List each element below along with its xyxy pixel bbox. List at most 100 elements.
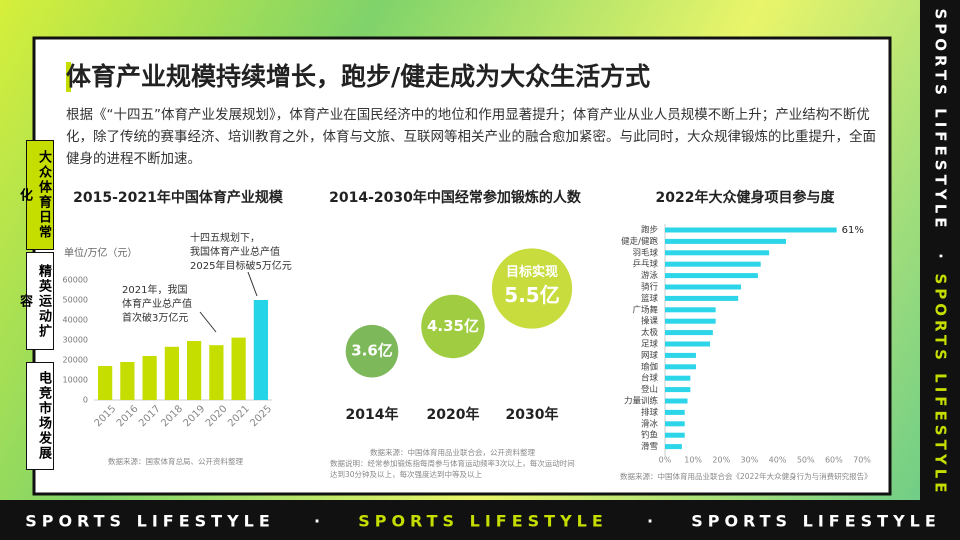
bar [98,366,113,400]
x-tick-label: 10% [684,456,702,465]
y-tick-label: 0 [83,396,88,405]
bar [231,337,246,400]
banner-text: SPORTS LIFESTYLE [25,512,275,531]
bar [665,250,770,256]
x-tick-label: 2030年 [506,406,559,423]
source-note: 数据说明：经常参加锻炼指每周参与体育运动频率3次以上，每次运动时间 [330,458,575,468]
value-label: 61% [842,225,864,236]
bar [665,330,713,336]
intro-text: 根据《“十四五”体育产业发展规划》，体育产业在国民经济中的地位和作用显著提升；体… [66,107,876,167]
page-title: 体育产业规模持续增长，跑步/健走成为大众生活方式 [66,62,650,91]
bar [665,444,682,450]
bar [142,356,157,400]
bar [665,364,696,370]
leader-line [199,311,217,333]
chart-title: 2022年大众健身项目参与度 [656,189,836,206]
y-tick-label: 滑雪 [641,441,658,452]
x-tick-label: 30% [741,456,759,465]
y-tick-label: 篮球 [641,293,659,304]
annotation: 目标实现 [506,264,558,280]
value-label: 5.5亿 [504,283,559,307]
annotation: 2025年目标破5万亿元 [190,259,292,272]
x-tick-label: 50% [797,456,815,465]
annotation: 首次破3万亿元 [122,311,188,324]
banner-text: SPORTS LIFESTYLE [932,8,950,231]
banner-separator: · [314,512,320,531]
x-tick-label: 40% [769,456,787,465]
bar [665,318,716,324]
bar [665,421,685,427]
y-tick-label: 台球 [641,373,659,384]
source-note: 数据来源：中国体育用品业联合会《2022年大众健身行为与消费研究报告》 [620,471,872,481]
annotation: 我国体育产业总产值 [190,245,280,258]
y-tick-label: 游泳 [641,270,659,281]
chart-title: 2015-2021年中国体育产业规模 [73,189,284,206]
bar [187,341,202,400]
y-tick-label: 太极 [641,327,659,338]
y-tick-label: 操课 [641,316,659,327]
y-tick-label: 跑步 [641,225,658,236]
y-tick-label: 50000 [63,296,88,305]
x-tick-label: 70% [853,456,871,465]
bar [665,295,739,301]
bubble [345,324,399,378]
chart-title: 2014-2030年中国经常参加锻炼的人数 [329,189,582,206]
banner-separator: · [932,253,950,263]
y-tick-label: 网球 [641,350,659,361]
y-tick-label: 健走/健跑 [621,236,658,247]
x-tick-label: 2014年 [346,406,399,423]
bar [665,284,741,290]
bar [665,227,837,233]
bar [665,409,685,415]
right-strip [920,0,960,500]
bar [665,307,716,313]
title-accent [66,62,71,92]
y-tick-label: 足球 [641,339,659,350]
bubble [491,248,573,329]
side-tab[interactable]: 精英运动扩容 [17,252,54,350]
value-label: 4.35亿 [427,317,479,335]
y-tick-label: 登山 [641,384,658,395]
y-tick-label: 瑜伽 [641,361,658,372]
bar [665,387,691,393]
y-tick-label: 钓鱼 [641,430,658,441]
y-tick-label: 乒乓球 [632,259,658,270]
bar [209,345,224,400]
y-tick-label: 10000 [63,376,88,385]
y-tick-label: 排球 [641,407,659,418]
value-label: 3.6亿 [351,342,393,360]
bar [665,238,787,244]
x-tick-label: 60% [825,456,843,465]
y-tick-label: 广场舞 [632,304,658,315]
y-tick-label: 30000 [63,336,88,345]
bottom-strip [0,500,960,540]
banner-text: SPORTS LIFESTYLE [358,512,608,531]
y-tick-label: 20000 [63,356,88,365]
bar [164,346,179,400]
x-tick-label: 20% [712,456,730,465]
bar [665,341,711,347]
y-tick-label: 羽毛球 [632,247,658,258]
bar [665,432,685,438]
annotation: 十四五规划下， [190,231,260,244]
y-tick-label: 60000 [63,276,88,285]
annotation: 2021年，我国 [122,283,187,296]
bar [665,261,761,267]
bar [665,273,758,279]
side-tab[interactable]: 大众体育日常化 [17,140,54,250]
banner-separator: · [647,512,653,531]
source-note: 数据来源：国家体育总局、公开资料整理 [108,456,243,466]
banner-text: SPORTS LIFESTYLE [932,273,950,496]
leader-line [247,271,258,297]
bar [253,300,268,400]
bar [665,398,688,404]
bar [120,362,135,400]
x-tick-label: 0% [659,456,672,465]
y-tick-label: 滑冰 [641,418,659,429]
bar [665,352,696,358]
bubble [421,294,485,359]
unit-label: 单位/万亿（元） [64,246,137,259]
side-tab[interactable]: 电竞市场发展 [26,362,54,470]
